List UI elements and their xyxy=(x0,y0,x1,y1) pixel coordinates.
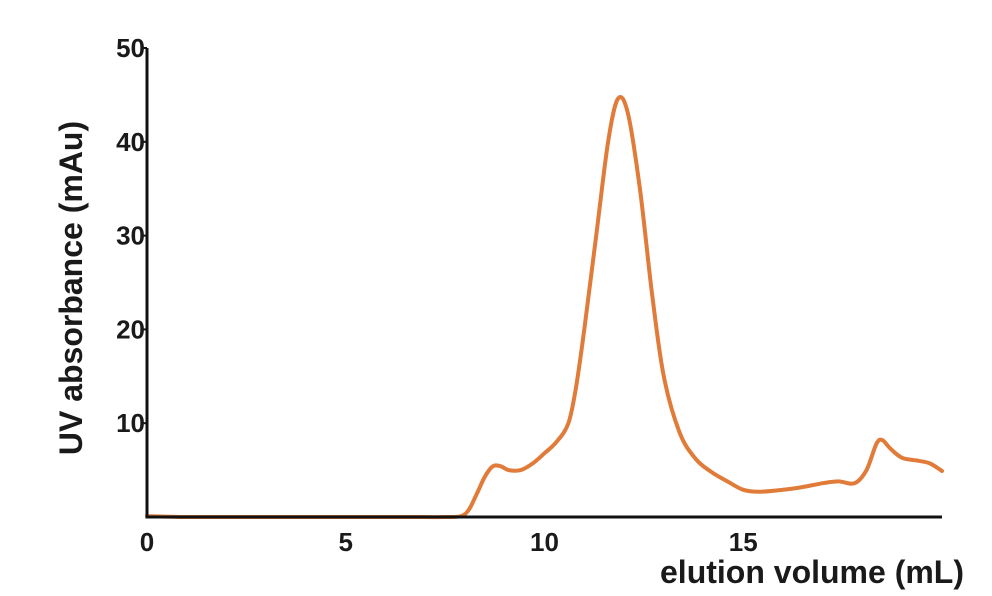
x-axis-title: elution volume (mL) xyxy=(660,554,964,590)
y-tick-label: 10 xyxy=(116,408,145,438)
y-axis-title: UV absorbance (mAu) xyxy=(53,121,89,455)
x-tick-label: 5 xyxy=(339,527,353,557)
x-tick-label: 0 xyxy=(140,527,154,557)
x-tick-label: 15 xyxy=(729,527,758,557)
y-tick-label: 20 xyxy=(116,314,145,344)
y-tick-label: 40 xyxy=(116,127,145,157)
y-tick-label: 50 xyxy=(116,33,145,63)
y-tick-label: 30 xyxy=(116,221,145,251)
uv-absorbance-line xyxy=(145,94,944,520)
axis-ticks: 10 20 30 40 50 0 5 10 15 xyxy=(116,33,758,557)
x-tick-label: 10 xyxy=(530,527,559,557)
